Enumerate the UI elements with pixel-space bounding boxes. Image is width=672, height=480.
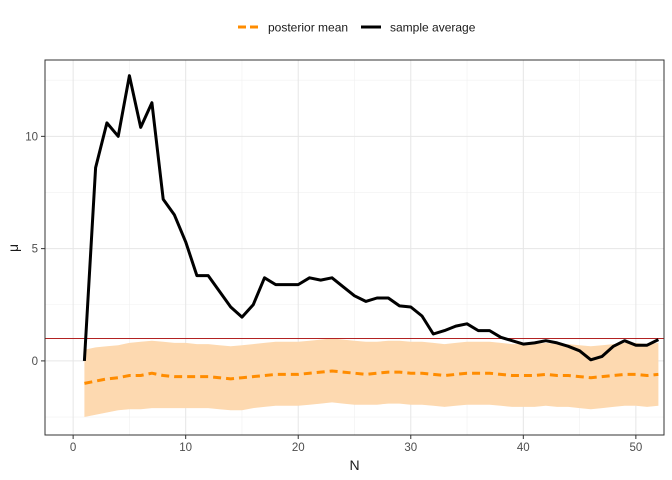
y-tick-label: 5 — [32, 244, 38, 256]
panel-border — [44, 59, 665, 436]
series-line-sample-average — [82, 74, 660, 362]
x-tick-label: 20 — [292, 442, 305, 454]
x-tick-label: 50 — [629, 442, 642, 454]
x-tick-label: 30 — [404, 442, 417, 454]
x-tick-label: 0 — [70, 442, 76, 454]
legend-label-sample-average: sample average — [390, 21, 476, 35]
plot-area: 0 10 20 30 40 50 0 5 10 — [25, 59, 665, 454]
y-axis-title: μ — [5, 244, 21, 252]
credible-band — [84, 338, 659, 417]
y-tick-label: 10 — [25, 131, 38, 143]
x-axis-title: N — [349, 457, 359, 473]
x-tick-label: 10 — [179, 442, 192, 454]
legend-label-posterior-mean: posterior mean — [268, 21, 348, 35]
y-tick-label: 0 — [32, 356, 38, 368]
x-tick-label: 40 — [517, 442, 530, 454]
series-line-posterior-mean — [84, 369, 659, 385]
legend: posterior mean sample average — [238, 21, 476, 35]
